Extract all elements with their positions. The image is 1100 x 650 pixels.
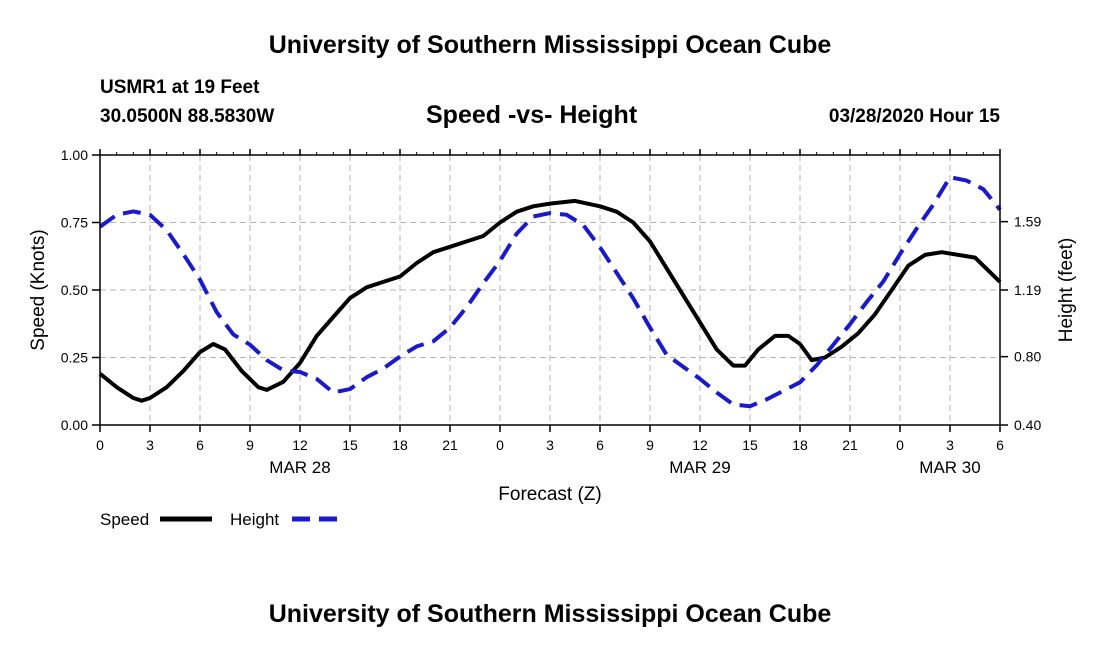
forecast-datetime: 03/28/2020 Hour 15: [828, 106, 1000, 127]
y-left-axis-title: Speed (Knots): [28, 229, 49, 350]
x-tick-label: 18: [792, 437, 808, 453]
coordinates-label: 30.0500N 88.5830W: [100, 106, 275, 127]
grid: [100, 155, 1000, 425]
y-right-tick-label: 0.40: [1014, 417, 1041, 433]
x-tick-label: 0: [96, 437, 104, 453]
height-series-line: [98, 175, 1002, 409]
x-tick-label: 12: [692, 437, 708, 453]
x-tick-label: 9: [646, 437, 654, 453]
speed-series-line: [98, 198, 1002, 403]
legend-label-speed: Speed: [100, 510, 149, 529]
x-tick-label: 0: [496, 437, 504, 453]
footer-title: University of Southern Mississippi Ocean…: [268, 600, 832, 628]
chart-title: Speed -vs- Height: [426, 101, 638, 129]
x-tick-label: 9: [246, 437, 254, 453]
y-left-tick-label: 1.00: [61, 147, 88, 163]
page-title: University of Southern Mississippi Ocean…: [268, 31, 832, 59]
series: [98, 175, 1002, 409]
x-tick-label: 15: [742, 437, 758, 453]
x-tick-label: 21: [442, 437, 458, 453]
station-label: USMR1 at 19 Feet: [100, 77, 260, 98]
y-right-axis-title: Height (feet): [1056, 238, 1077, 343]
x-tick-label: 3: [946, 437, 954, 453]
x-tick-label: 6: [996, 437, 1004, 453]
y-left-tick-label: 0.75: [61, 215, 88, 231]
day-label: MAR 29: [669, 458, 730, 477]
axis-labels: 0 3 6 9 12 15 18 21 0 3 6 9 12 15 18 21 0 3 6 MAR 28 MAR 29 M…: [28, 147, 1077, 505]
x-tick-label: 21: [842, 437, 858, 453]
x-tick-label: 12: [292, 437, 308, 453]
y-left-tick-label: 0.25: [61, 350, 88, 366]
y-right-tick-label: 1.19: [1014, 282, 1041, 298]
y-right-tick-label: 0.80: [1014, 349, 1041, 365]
legend: Speed Height: [100, 510, 344, 529]
y-left-tick-label: 0.00: [61, 417, 88, 433]
x-tick-label: 3: [546, 437, 554, 453]
x-tick-label: 0: [896, 437, 904, 453]
x-tick-label: 3: [146, 437, 154, 453]
day-label: MAR 30: [919, 458, 980, 477]
x-axis-title: Forecast (Z): [498, 484, 601, 505]
day-label: MAR 28: [269, 458, 330, 477]
x-tick-label: 18: [392, 437, 408, 453]
y-right-tick-label: 1.59: [1014, 214, 1041, 230]
y-left-tick-label: 0.50: [61, 282, 88, 298]
x-tick-label: 15: [342, 437, 358, 453]
x-tick-label: 6: [596, 437, 604, 453]
axes: [92, 149, 1008, 432]
legend-label-height: Height: [230, 510, 279, 529]
x-tick-label: 6: [196, 437, 204, 453]
